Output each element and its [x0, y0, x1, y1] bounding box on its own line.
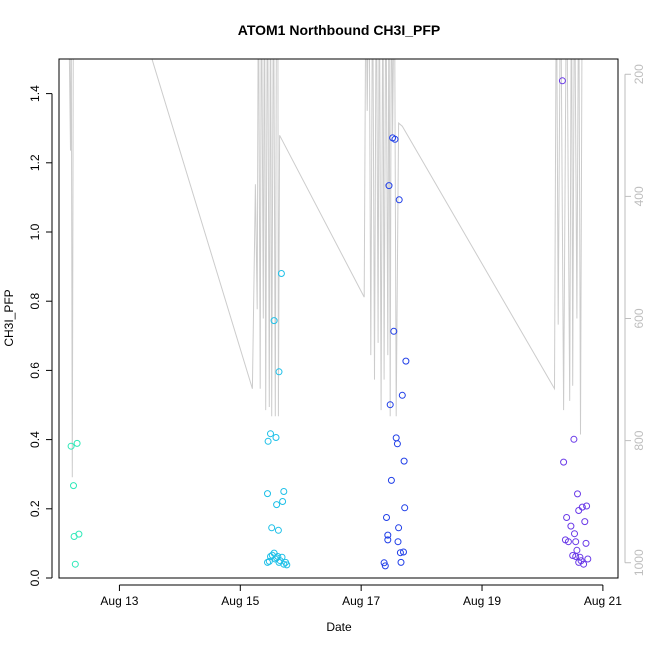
data-point-flight-aug20-19: [583, 502, 591, 510]
data-point-flight-aug20-5: [567, 522, 575, 530]
data-point-flight-aug15-1: [264, 437, 272, 445]
data-point-flight-aug15-20: [275, 558, 283, 566]
data-point-flight-aug17-1: [381, 562, 389, 570]
secondary-y-tick-label: 200: [632, 64, 646, 84]
data-point-flight-aug15-4: [270, 317, 278, 325]
data-point-flight-aug17-16: [397, 558, 405, 566]
y-tick-label: 1.0: [28, 223, 42, 240]
data-point-flight-aug15-13: [265, 557, 273, 565]
y-axis: 0.0 0.2 0.4 0.6 0.8 1.0 1.2 1.4: [28, 85, 53, 586]
data-point-flight-aug20-0: [558, 77, 566, 85]
data-point-flight-aug17-21: [402, 357, 410, 365]
secondary-y-axis: 200 400 600 800 1000: [624, 64, 646, 576]
data-point-flight-aug20-18: [582, 539, 590, 547]
data-point-flight-aug17-19: [400, 457, 408, 465]
x-tick-label: Aug 15: [221, 594, 259, 608]
chart-title: ATOM1 Northbound CH3I_PFP: [238, 22, 440, 38]
data-point-flight-aug15-23: [280, 560, 288, 568]
data-point-flight-aug20-17: [581, 518, 589, 526]
y-tick-label: 0.4: [28, 431, 42, 448]
data-point-flight-aug20-4: [564, 538, 572, 546]
data-point-flight-aug20-20: [584, 555, 592, 563]
data-point-flight-aug17-17: [398, 391, 406, 399]
data-point-flight-aug20-11: [574, 490, 581, 498]
y-tick-label: 0.6: [28, 362, 42, 379]
x-tick-label: Aug 19: [463, 594, 501, 608]
data-point-flight-aug20-21: [572, 553, 580, 560]
data-point-flight-aug20-22: [575, 558, 583, 566]
x-tick-label: Aug 21: [584, 594, 622, 608]
data-point-flight-aug15-6: [273, 501, 281, 509]
data-point-flight-aug20-1: [560, 458, 568, 466]
x-tick-label: Aug 13: [100, 594, 138, 608]
altitude-trace-layer: [68, 59, 583, 478]
secondary-y-tick-label: 800: [632, 430, 646, 450]
data-points-layer: [67, 77, 592, 570]
data-point-flight-aug17-8: [390, 327, 398, 335]
data-point-flight-aug17-9: [391, 135, 399, 143]
y-tick-label: 0.8: [28, 293, 42, 310]
plot-frame: [58, 58, 619, 579]
data-point-flight-aug15-2: [267, 430, 274, 438]
data-point-flight-aug17-13: [395, 524, 403, 532]
data-point-flight-aug12-1: [70, 482, 77, 490]
data-point-flight-aug17-4: [385, 182, 393, 190]
altitude-trace-line: [68, 59, 583, 478]
x-axis: Aug 13 Aug 15 Aug 17 Aug 19 Aug 21: [100, 584, 622, 608]
data-point-flight-aug17-18: [400, 548, 407, 556]
secondary-y-tick-label: 600: [632, 308, 646, 328]
y-tick-label: 0.2: [28, 500, 42, 517]
secondary-y-tick-label: 1000: [632, 549, 646, 576]
data-point-flight-aug17-11: [393, 440, 401, 448]
data-point-flight-aug17-0: [380, 559, 388, 567]
data-point-flight-aug15-8: [275, 368, 283, 376]
data-point-flight-aug12-5: [75, 530, 83, 538]
data-point-flight-aug17-14: [395, 196, 403, 204]
data-point-flight-aug15-9: [277, 270, 285, 277]
data-point-flight-aug20-6: [569, 552, 577, 559]
y-tick-label: 1.2: [28, 154, 42, 171]
data-point-flight-aug20-7: [570, 435, 578, 443]
data-point-flight-aug15-22: [278, 553, 286, 561]
x-axis-label: Date: [326, 620, 352, 634]
y-tick-label: 1.4: [28, 85, 42, 102]
data-point-flight-aug17-20: [401, 504, 409, 512]
data-point-flight-aug17-15: [396, 549, 404, 557]
secondary-y-tick-label: 400: [632, 186, 646, 206]
data-point-flight-aug15-0: [264, 490, 271, 498]
data-point-flight-aug17-6: [387, 476, 395, 484]
data-point-flight-aug12-0: [67, 442, 75, 450]
data-point-flight-aug17-22: [384, 536, 392, 544]
y-axis-label: CH3I_PFP: [2, 289, 16, 346]
data-point-flight-aug20-15: [578, 503, 586, 511]
data-point-flight-aug17-3: [384, 531, 392, 539]
data-point-flight-aug20-3: [563, 514, 571, 521]
data-point-flight-aug15-10: [279, 498, 287, 505]
data-point-flight-aug20-8: [571, 530, 578, 538]
data-point-flight-aug15-7: [274, 526, 282, 534]
data-point-flight-aug12-4: [73, 439, 81, 447]
data-point-flight-aug15-5: [272, 434, 280, 441]
data-point-flight-aug12-3: [71, 560, 79, 568]
data-point-flight-aug17-5: [386, 401, 394, 409]
x-tick-label: Aug 17: [342, 594, 380, 608]
data-point-flight-aug20-13: [576, 553, 584, 561]
data-point-flight-aug15-11: [280, 488, 288, 495]
data-point-flight-aug20-9: [572, 538, 580, 546]
data-point-flight-aug20-16: [580, 560, 588, 568]
y-tick-label: 0.0: [28, 569, 42, 586]
data-point-flight-aug17-12: [394, 538, 402, 546]
data-point-flight-aug17-2: [383, 514, 390, 521]
data-point-flight-aug15-3: [268, 524, 276, 532]
data-point-flight-aug15-25: [283, 561, 291, 569]
